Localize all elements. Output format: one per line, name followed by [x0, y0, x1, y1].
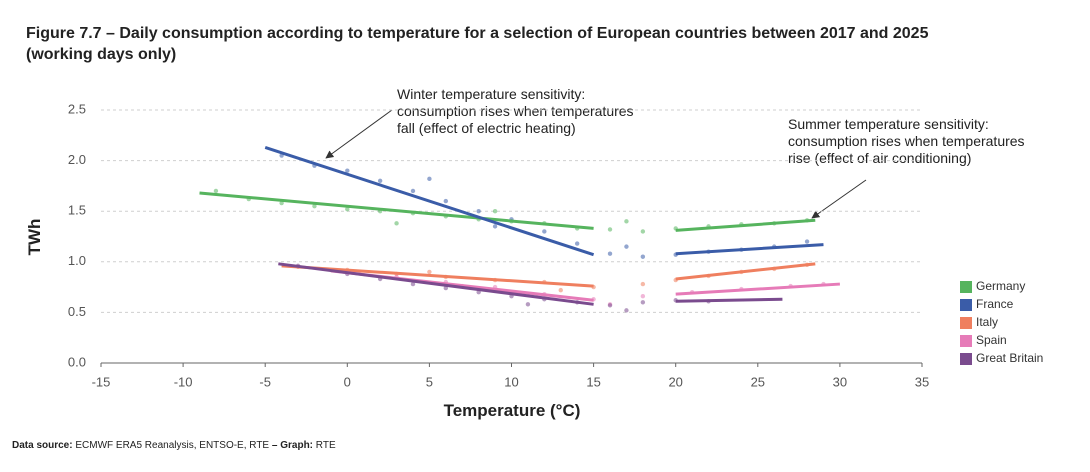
trend-line [199, 191, 816, 232]
x-tick-label: 20 [668, 374, 682, 389]
data-point [607, 303, 613, 308]
data-point [624, 244, 629, 249]
data-point [427, 269, 432, 275]
chart-title: Figure 7.7 – Daily consumption according… [26, 25, 929, 42]
x-tick-label: 10 [504, 374, 518, 389]
trend-line [278, 262, 783, 306]
data-point [607, 251, 613, 256]
legend-label: Great Britain [976, 351, 1043, 365]
x-tick-label: 15 [586, 374, 600, 389]
x-tick-label: 5 [426, 374, 433, 389]
source-label: Data source: [12, 440, 73, 451]
data-point [640, 254, 646, 259]
data-point [377, 178, 383, 184]
annotation: Winter temperature sensitivity:consumpti… [397, 86, 634, 136]
trend-line [264, 146, 824, 257]
y-tick-label: 0.0 [68, 354, 86, 369]
annotation-line: consumption rises when temperatures [397, 103, 634, 119]
legend-swatch [960, 299, 972, 311]
data-point [410, 188, 416, 194]
data-point [558, 287, 563, 293]
data-point [345, 168, 350, 173]
data-point [640, 229, 646, 234]
x-tick-label: 35 [915, 374, 929, 389]
data-point [624, 308, 629, 313]
data-point [640, 300, 646, 305]
annotation-line: fall (effect of electric heating) [397, 120, 576, 136]
y-tick-label: 2.5 [68, 101, 86, 116]
data-point [476, 209, 481, 214]
trend-line [281, 262, 816, 288]
legend-swatch [960, 353, 972, 365]
x-tick-label: -15 [92, 374, 111, 389]
source-note: Data source: ECMWF ERA5 Reanalysis, ENTS… [12, 440, 336, 451]
y-tick-label: 2.0 [68, 152, 86, 167]
source-text: ECMWF ERA5 Reanalysis, ENTSO-E, RTE [75, 440, 269, 451]
data-point [394, 221, 399, 226]
data-point [624, 219, 629, 224]
annotation-line: rise (effect of air conditioning) [788, 150, 971, 166]
data-point [345, 206, 350, 212]
data-point [427, 176, 432, 182]
data-point [804, 239, 810, 244]
data-point [542, 229, 547, 234]
chart-title: (working days only) [26, 46, 176, 63]
data-point [492, 209, 498, 214]
data-point [410, 281, 416, 287]
data-point [607, 227, 613, 232]
data-point [525, 302, 531, 307]
x-axis-label: Temperature (°C) [444, 401, 581, 420]
y-tick-label: 1.0 [68, 253, 86, 268]
x-tick-label: -5 [259, 374, 271, 389]
data-point [443, 285, 449, 291]
x-tick-label: 0 [344, 374, 351, 389]
y-tick-label: 1.5 [68, 203, 86, 218]
data-point [312, 203, 317, 209]
annotation-arrow [811, 179, 867, 219]
y-tick-label: 0.5 [68, 304, 86, 319]
annotation-line: consumption rises when temperatures [788, 133, 1025, 149]
legend-label: Germany [976, 279, 1025, 293]
data-point [492, 224, 498, 229]
data-point [213, 188, 219, 194]
annotation: Summer temperature sensitivity:consumpti… [788, 116, 1025, 166]
x-tick-label: 30 [833, 374, 847, 389]
annotation-line: Summer temperature sensitivity: [788, 116, 989, 132]
annotation-arrow [325, 109, 393, 159]
data-point [279, 200, 284, 206]
legend-swatch [960, 317, 972, 329]
legend-label: Italy [976, 315, 998, 329]
y-axis-label: TWh [25, 219, 44, 256]
legend-swatch [960, 335, 972, 347]
x-tick-label: 25 [751, 374, 765, 389]
legend-label: Spain [976, 333, 1007, 347]
data-point [574, 241, 580, 246]
legend-label: France [976, 297, 1014, 311]
data-point [443, 198, 449, 204]
legend-swatch [960, 281, 972, 293]
graph-label: – Graph: [272, 440, 313, 451]
annotation-line: Winter temperature sensitivity: [397, 86, 585, 102]
data-point [640, 281, 646, 287]
graph-text: RTE [316, 440, 336, 451]
x-tick-label: -10 [174, 374, 193, 389]
data-point [640, 294, 646, 299]
